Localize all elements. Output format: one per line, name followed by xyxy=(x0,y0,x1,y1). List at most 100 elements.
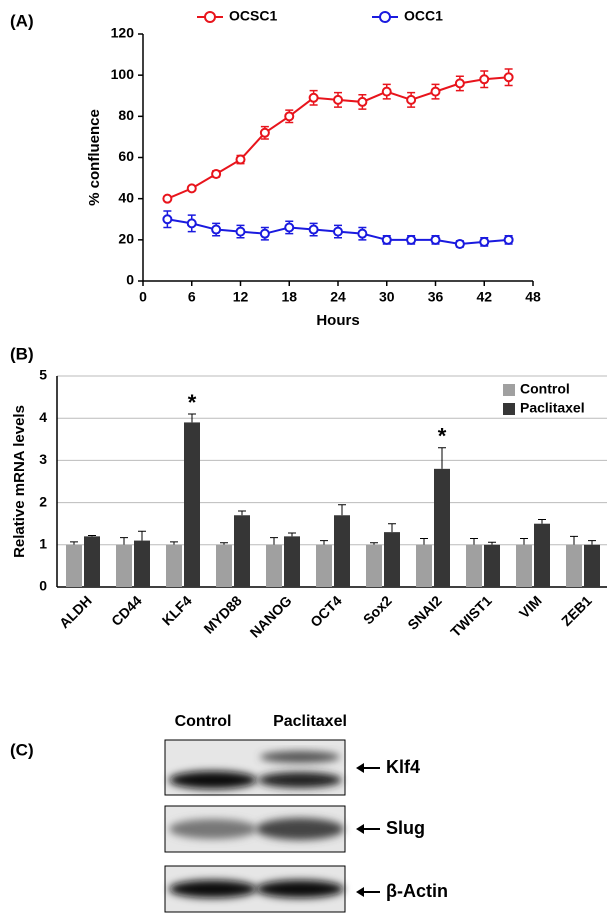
bar xyxy=(134,541,150,587)
x-tick-label: VIM xyxy=(516,592,545,621)
point xyxy=(383,88,391,96)
y-tick-label: 0 xyxy=(39,578,47,594)
error-bar xyxy=(388,524,396,532)
legend-marker xyxy=(380,12,390,22)
legend-label: OCSC1 xyxy=(229,8,277,24)
bar xyxy=(284,536,300,587)
x-tick-label: OCT4 xyxy=(307,592,345,630)
bar xyxy=(416,545,432,587)
bar xyxy=(366,545,382,587)
legend-marker xyxy=(205,12,215,22)
y-tick-label: 5 xyxy=(39,367,47,383)
arrow-head xyxy=(356,763,364,773)
bar xyxy=(266,545,282,587)
bar xyxy=(384,532,400,587)
point xyxy=(261,129,269,137)
error-bar xyxy=(420,538,428,544)
x-tick-label: 6 xyxy=(188,289,196,305)
blot-band xyxy=(256,880,344,898)
panel-label: (B) xyxy=(10,344,34,363)
x-tick-label: 48 xyxy=(525,289,541,305)
point xyxy=(358,98,366,106)
y-tick-label: 2 xyxy=(39,493,47,509)
bar xyxy=(534,524,550,587)
point xyxy=(310,94,318,102)
bar xyxy=(184,422,200,587)
bar xyxy=(334,515,350,587)
bar xyxy=(484,545,500,587)
y-tick-label: 20 xyxy=(118,231,134,247)
x-tick-label: NANOG xyxy=(247,592,295,640)
panel-label: (A) xyxy=(10,11,34,30)
point xyxy=(407,236,415,244)
x-tick-label: KLF4 xyxy=(159,592,195,628)
error-bar xyxy=(120,538,128,545)
point xyxy=(456,79,464,87)
bar xyxy=(316,545,332,587)
column-label: Control xyxy=(175,713,232,730)
point xyxy=(505,73,513,81)
bar xyxy=(84,536,100,587)
bar xyxy=(434,469,450,587)
bar xyxy=(566,545,582,587)
blot-band xyxy=(256,818,344,840)
bar xyxy=(216,545,232,587)
arrow-head xyxy=(356,887,364,897)
point xyxy=(188,219,196,227)
point xyxy=(358,230,366,238)
y-tick-label: 3 xyxy=(39,451,47,467)
error-bar xyxy=(88,536,96,537)
x-axis-label: Hours xyxy=(316,312,359,329)
x-tick-label: ZEB1 xyxy=(558,592,595,629)
blot-band xyxy=(169,880,257,898)
point xyxy=(432,88,440,96)
point xyxy=(261,230,269,238)
point xyxy=(163,215,171,223)
blot-band xyxy=(258,772,342,788)
error-bar xyxy=(238,511,246,515)
row-label: β-Actin xyxy=(386,881,448,901)
error-bar xyxy=(470,538,478,544)
x-tick-label: 30 xyxy=(379,289,395,305)
point xyxy=(285,223,293,231)
point xyxy=(383,236,391,244)
bar xyxy=(466,545,482,587)
x-tick-label: TWIST1 xyxy=(447,592,495,640)
error-bar xyxy=(138,531,146,540)
error-bar xyxy=(438,448,446,469)
point xyxy=(212,170,220,178)
y-tick-label: 60 xyxy=(118,148,134,164)
legend-label: Paclitaxel xyxy=(520,400,585,416)
point xyxy=(310,226,318,234)
x-tick-label: 24 xyxy=(330,289,346,305)
point xyxy=(188,184,196,192)
x-tick-label: 36 xyxy=(428,289,444,305)
annotation: * xyxy=(188,390,197,415)
legend-label: OCC1 xyxy=(404,8,443,24)
x-tick-label: 12 xyxy=(233,289,249,305)
y-axis-label: % confluence xyxy=(86,109,103,206)
error-bar xyxy=(588,541,596,545)
row-label: Slug xyxy=(386,818,425,838)
arrow-head xyxy=(356,824,364,834)
point xyxy=(334,228,342,236)
x-tick-label: CD44 xyxy=(108,592,145,629)
x-tick-label: MYD88 xyxy=(200,592,244,636)
blot-band xyxy=(260,751,340,763)
point xyxy=(480,75,488,83)
x-tick-label: 42 xyxy=(476,289,492,305)
bar xyxy=(516,545,532,587)
blot-band xyxy=(169,771,257,789)
error-bar xyxy=(320,541,328,545)
y-tick-label: 4 xyxy=(39,409,47,425)
legend-swatch xyxy=(503,403,515,415)
point xyxy=(212,226,220,234)
error-bar xyxy=(520,538,528,544)
y-tick-label: 100 xyxy=(111,66,135,82)
error-bar xyxy=(270,538,278,545)
y-tick-label: 0 xyxy=(126,272,134,288)
y-tick-label: 1 xyxy=(39,536,47,552)
point xyxy=(334,96,342,104)
point xyxy=(505,236,513,244)
error-bar xyxy=(288,533,296,536)
